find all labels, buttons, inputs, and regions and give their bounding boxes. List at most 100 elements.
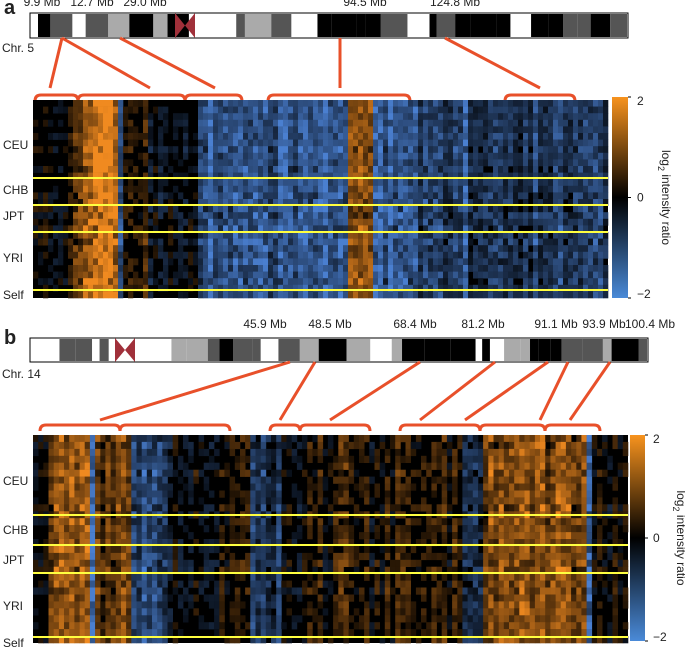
heatmap-cell [571,525,577,532]
heatmap-cell [508,245,513,252]
heatmap-cell [523,232,528,239]
heatmap-cell [588,258,593,265]
heatmap-cell [228,291,233,298]
heatmap-cell [142,574,148,581]
heatmap-cell [33,206,38,213]
heatmap-cell [525,497,531,504]
heatmap-cell [73,278,78,285]
heatmap-cell [533,126,538,133]
heatmap-cell [385,553,391,560]
heatmap-cell [349,532,355,539]
heatmap-cell [142,484,148,491]
heatmap-cell [338,574,344,581]
heatmap-cell [493,232,498,239]
connector [280,362,315,420]
heatmap-cell [458,166,463,173]
heatmap-cell [550,456,556,463]
heatmap-cell [593,278,598,285]
heatmap-cell [213,107,218,114]
heatmap-cell [473,525,479,532]
heatmap-cell [478,456,484,463]
heatmap-cell [243,159,248,166]
heatmap-cell [298,107,303,114]
heatmap-cell [581,553,587,560]
heatmap-cell [278,265,283,272]
heatmap-cell [598,100,603,107]
heatmap-cell [421,463,427,470]
heatmap-cell [69,497,75,504]
heatmap-cell [80,470,86,477]
heatmap-cell [408,278,413,285]
heatmap-cell [571,470,577,477]
heatmap-cell [418,219,423,226]
heatmap-cell [408,113,413,120]
heatmap-cell [333,186,338,193]
heatmap-cell [378,107,383,114]
heatmap-cell [153,192,158,199]
heatmap-cell [209,560,215,567]
heatmap-cell [438,113,443,120]
heatmap-cell [85,518,91,525]
heatmap-cell [364,574,370,581]
heatmap-cell [43,120,48,127]
heatmap-cell [573,186,578,193]
heatmap-cell [128,126,133,133]
heatmap-cell [243,212,248,219]
heatmap-cell [293,186,298,193]
heatmap-cell [204,463,210,470]
heatmap-cell [256,518,262,525]
heatmap-cell [248,278,253,285]
heatmap-cell [152,518,158,525]
heatmap-cell [157,518,163,525]
heatmap-cell [343,278,348,285]
heatmap-cell [223,126,228,133]
heatmap-cell [243,146,248,153]
heatmap-cell [271,449,277,456]
heatmap-cell [413,113,418,120]
heatmap-cell [108,186,113,193]
heatmap-cell [343,546,349,553]
chromosome-band [332,14,356,37]
chromosome-band [187,339,208,361]
heatmap-cell [80,525,86,532]
heatmap-cell [48,166,53,173]
heatmap-cell [393,245,398,252]
heatmap-cell [583,239,588,246]
heatmap-cell [368,291,373,298]
heatmap-cell [323,100,328,107]
heatmap-cell [385,574,391,581]
heatmap-cell [561,491,567,498]
heatmap-cell [318,546,324,553]
heatmap-cell [349,477,355,484]
heatmap-cell [499,463,505,470]
heatmap-cell [478,186,483,193]
heatmap-cell [568,265,573,272]
heatmap-cell [238,245,243,252]
heatmap-cell [508,113,513,120]
heatmap-cell [218,278,223,285]
heatmap-cell [448,252,453,259]
heatmap-cell [602,546,608,553]
heatmap-cell [373,265,378,272]
heatmap-cell [408,120,413,127]
heatmap-cell [233,245,238,252]
heatmap-cell [473,245,478,252]
heatmap-cell [373,291,378,298]
heatmap-cell [388,126,393,133]
heatmap-cell [613,553,619,560]
heatmap-cell [80,463,86,470]
heatmap-cell [343,120,348,127]
heatmap-cell [503,146,508,153]
heatmap-cell [48,265,53,272]
heatmap-cell [283,179,288,186]
heatmap-cell [178,113,183,120]
heatmap-cell [147,518,153,525]
heatmap-cell [293,146,298,153]
heatmap-cell [395,456,401,463]
heatmap-cell [538,265,543,272]
heatmap-cell [158,133,163,140]
heatmap-cell [48,212,53,219]
heatmap-cell [518,166,523,173]
heatmap-cell [54,484,60,491]
heatmap-cell [358,133,363,140]
